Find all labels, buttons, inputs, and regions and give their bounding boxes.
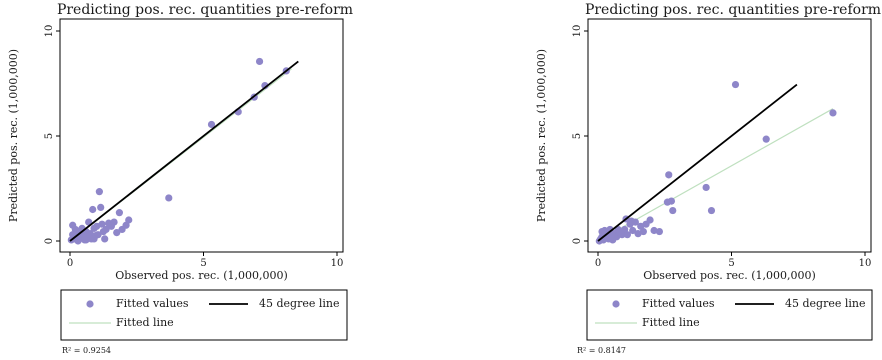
data-point bbox=[95, 188, 103, 196]
y-tick-label: 0 bbox=[44, 238, 55, 244]
legend-label: 45 degree line bbox=[785, 297, 866, 310]
x-tick-label: 10 bbox=[859, 258, 872, 269]
data-point bbox=[165, 194, 173, 202]
y-axis-label: Predicted pos. rec. (1,000,000) bbox=[535, 49, 548, 222]
data-point bbox=[82, 236, 90, 244]
data-point bbox=[207, 120, 216, 129]
data-point bbox=[627, 217, 635, 225]
data-point bbox=[102, 225, 110, 234]
y-tick-label: 5 bbox=[44, 133, 55, 139]
x-axis-label: Observed pos. rec. (1,000,000) bbox=[115, 269, 288, 282]
legend: Fitted values 45 degree line Fitted line bbox=[586, 289, 873, 341]
r-squared-note: R² = 0.9254 bbox=[62, 346, 111, 355]
data-point bbox=[629, 226, 637, 235]
data-point bbox=[89, 205, 97, 214]
data-point bbox=[639, 227, 647, 236]
data-point bbox=[90, 235, 98, 243]
data-point bbox=[115, 209, 123, 217]
data-point bbox=[655, 227, 664, 236]
data-point bbox=[665, 171, 673, 179]
data-point bbox=[623, 231, 631, 239]
r-squared-note: R² = 0.8147 bbox=[577, 346, 626, 355]
data-point bbox=[69, 221, 77, 229]
data-point bbox=[669, 206, 677, 215]
x-tick-label: 5 bbox=[728, 258, 734, 269]
y-tick-label: 10 bbox=[572, 25, 583, 38]
degree-45-line bbox=[69, 60, 299, 242]
x-axis-label: Observed pos. rec. (1,000,000) bbox=[643, 269, 816, 282]
chart-title: Predicting pos. rec. quantities pre-refo… bbox=[585, 2, 881, 18]
fitted-line bbox=[597, 108, 834, 242]
plot-frame bbox=[587, 18, 872, 253]
chart-panel-1: Predicting pos. rec. quantities pre-refo… bbox=[7, 2, 353, 355]
data-point bbox=[829, 109, 837, 117]
legend-label: 45 degree line bbox=[259, 297, 340, 310]
legend-label: Fitted line bbox=[642, 316, 700, 329]
data-point bbox=[702, 183, 710, 192]
data-point bbox=[762, 135, 770, 143]
data-point bbox=[601, 226, 609, 235]
data-point bbox=[110, 218, 118, 226]
legend-label: Fitted line bbox=[116, 316, 174, 329]
data-point bbox=[667, 197, 676, 205]
legend-marker-fitted-values bbox=[86, 300, 94, 308]
data-point bbox=[646, 216, 654, 224]
legend-label: Fitted values bbox=[116, 297, 189, 310]
x-tick-label: 0 bbox=[67, 258, 73, 269]
data-point bbox=[97, 203, 105, 211]
data-point bbox=[731, 80, 740, 89]
y-axis-label: Predicted pos. rec. (1,000,000) bbox=[7, 49, 20, 222]
data-point bbox=[101, 235, 109, 243]
data-point bbox=[98, 220, 106, 228]
legend: Fitted values 45 degree line Fitted line bbox=[60, 289, 348, 341]
x-tick-label: 0 bbox=[595, 258, 601, 269]
plot-frame bbox=[59, 18, 344, 253]
data-point bbox=[113, 229, 121, 237]
degree-45-line bbox=[597, 83, 798, 242]
x-tick-label: 10 bbox=[331, 258, 344, 269]
chart-panel-2: Predicting pos. rec. quantities pre-refo… bbox=[535, 2, 881, 355]
x-tick-label: 5 bbox=[200, 258, 206, 269]
y-tick-label: 10 bbox=[44, 25, 55, 38]
data-point bbox=[255, 57, 264, 66]
y-tick-label: 0 bbox=[572, 238, 583, 244]
chart-title: Predicting pos. rec. quantities pre-refo… bbox=[57, 2, 353, 18]
data-point bbox=[650, 226, 658, 235]
legend-box bbox=[586, 289, 873, 341]
legend-box bbox=[60, 289, 348, 341]
legend-label: Fitted values bbox=[642, 297, 715, 310]
y-tick-label: 5 bbox=[572, 133, 583, 139]
data-point bbox=[707, 206, 716, 215]
data-point bbox=[125, 216, 133, 224]
legend-marker-fitted-values bbox=[612, 300, 620, 308]
